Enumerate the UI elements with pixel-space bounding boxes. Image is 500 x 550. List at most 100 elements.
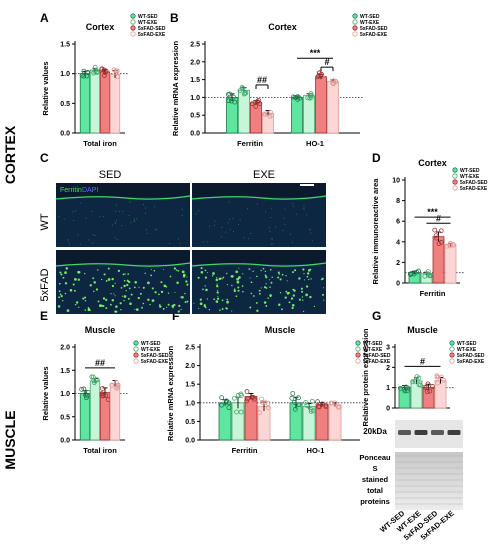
data-point xyxy=(425,381,431,387)
bar xyxy=(109,73,121,134)
y-tick-label: 0.5 xyxy=(60,414,70,421)
data-point xyxy=(315,399,320,405)
legend-label: 5xFAD-SED xyxy=(360,26,388,32)
legend-label: WT-SED xyxy=(363,341,383,347)
data-point xyxy=(91,70,97,76)
data-point xyxy=(296,402,302,408)
data-point xyxy=(241,91,247,97)
y-axis-label: Relative values xyxy=(41,61,50,115)
data-point xyxy=(269,112,274,118)
legends-layer: WT-SEDWT-EXE5xFAD-SED5xFAD-EXEWT-SEDWT-E… xyxy=(130,13,488,365)
data-point xyxy=(99,66,105,72)
micrograph-5xfad-sed xyxy=(55,250,191,314)
legend-marker xyxy=(452,173,458,179)
data-point xyxy=(427,388,433,394)
data-point xyxy=(253,104,259,109)
data-point xyxy=(226,98,232,104)
data-point xyxy=(265,400,271,406)
data-point xyxy=(436,241,442,246)
significance-label: *** xyxy=(310,48,321,58)
data-point xyxy=(432,227,438,233)
data-point xyxy=(115,74,121,80)
data-point xyxy=(232,395,237,401)
data-point xyxy=(265,405,271,411)
y-tick-label: 1.5 xyxy=(60,368,70,375)
legend-label: WT-EXE xyxy=(363,347,383,353)
data-point xyxy=(100,393,106,399)
data-point xyxy=(81,386,87,392)
data-point xyxy=(411,271,417,277)
legend-label: 5xFAD-SED xyxy=(457,353,485,359)
significance-label: # xyxy=(324,57,329,67)
data-point xyxy=(114,68,120,74)
data-point xyxy=(434,235,439,241)
data-point xyxy=(115,384,120,390)
data-point xyxy=(292,94,298,100)
blot-band xyxy=(414,430,428,435)
category-label: Ferritin xyxy=(232,446,258,455)
data-point xyxy=(408,271,413,277)
y-tick-label: 6 xyxy=(396,219,400,226)
legend-marker xyxy=(130,13,136,19)
data-point xyxy=(296,395,301,401)
legend-marker xyxy=(355,346,361,352)
legend-label: WT-EXE xyxy=(360,20,380,26)
data-point xyxy=(441,377,447,383)
panel-letter-e: E xyxy=(40,309,48,323)
chart-d: Cortex Relative immunoreactive area 0 2 4 6 8 1… xyxy=(371,158,464,298)
micro-genotype-5xfad: 5xFAD xyxy=(39,268,51,301)
data-point xyxy=(84,73,90,79)
y-tick-label: 1.5 xyxy=(190,77,200,84)
y-tick-label: 1 xyxy=(386,385,390,392)
legend-marker xyxy=(452,179,458,185)
data-point xyxy=(259,396,264,402)
y-tick-label: 2 xyxy=(386,365,390,372)
blot-size-label: 20kDa xyxy=(363,427,387,436)
micro-stain-ferritin: Ferritin xyxy=(60,187,82,194)
bar xyxy=(238,89,250,134)
data-point xyxy=(265,110,270,116)
micrograph-wt-sed xyxy=(55,183,191,247)
legend-marker xyxy=(133,346,139,352)
ponceau-label-line: proteins xyxy=(360,497,390,506)
chart-title: Muscle xyxy=(407,325,438,335)
data-point xyxy=(438,239,444,245)
legend-label: 5xFAD-SED xyxy=(363,353,391,359)
data-point xyxy=(257,410,262,416)
bar xyxy=(303,95,315,134)
micrograph-5xfad-exe xyxy=(191,250,327,314)
data-point xyxy=(109,382,115,388)
bar xyxy=(99,71,111,134)
data-point xyxy=(435,374,441,380)
micro-condition-sed: SED xyxy=(99,169,122,181)
data-point xyxy=(316,70,322,76)
panel-letter-a: A xyxy=(40,11,49,25)
legend-marker xyxy=(449,358,455,364)
bar xyxy=(315,76,327,134)
data-point xyxy=(424,389,430,395)
micrograph-panel: SED EXE WT 5xFAD Ferritin DAPI xyxy=(39,169,327,314)
y-tick-label: 0 xyxy=(396,281,400,288)
data-point xyxy=(99,391,105,397)
legend-marker xyxy=(130,31,136,37)
y-tick-label: 3 xyxy=(386,345,390,352)
chart-b: Cortex Relative mRNA expression 0.0 0.5 1.0 1… xyxy=(171,22,364,148)
data-point xyxy=(430,384,435,389)
significance-label: *** xyxy=(427,207,438,217)
data-point xyxy=(403,384,409,390)
significance-label: ## xyxy=(95,358,105,368)
y-tick-label: 1.0 xyxy=(185,400,195,407)
category-label: Ferritin xyxy=(237,139,263,148)
data-point xyxy=(316,404,321,409)
panel-letter-f: F xyxy=(172,309,179,323)
bar xyxy=(410,380,423,409)
legend-label: 5xFAD-EXE xyxy=(460,186,488,192)
bar xyxy=(79,393,91,441)
legend-marker xyxy=(352,13,358,19)
significance-label: ## xyxy=(257,75,267,85)
micro-genotype-wt: WT xyxy=(39,213,51,230)
data-point xyxy=(323,402,329,408)
y-tick-label: 0 xyxy=(386,406,390,413)
